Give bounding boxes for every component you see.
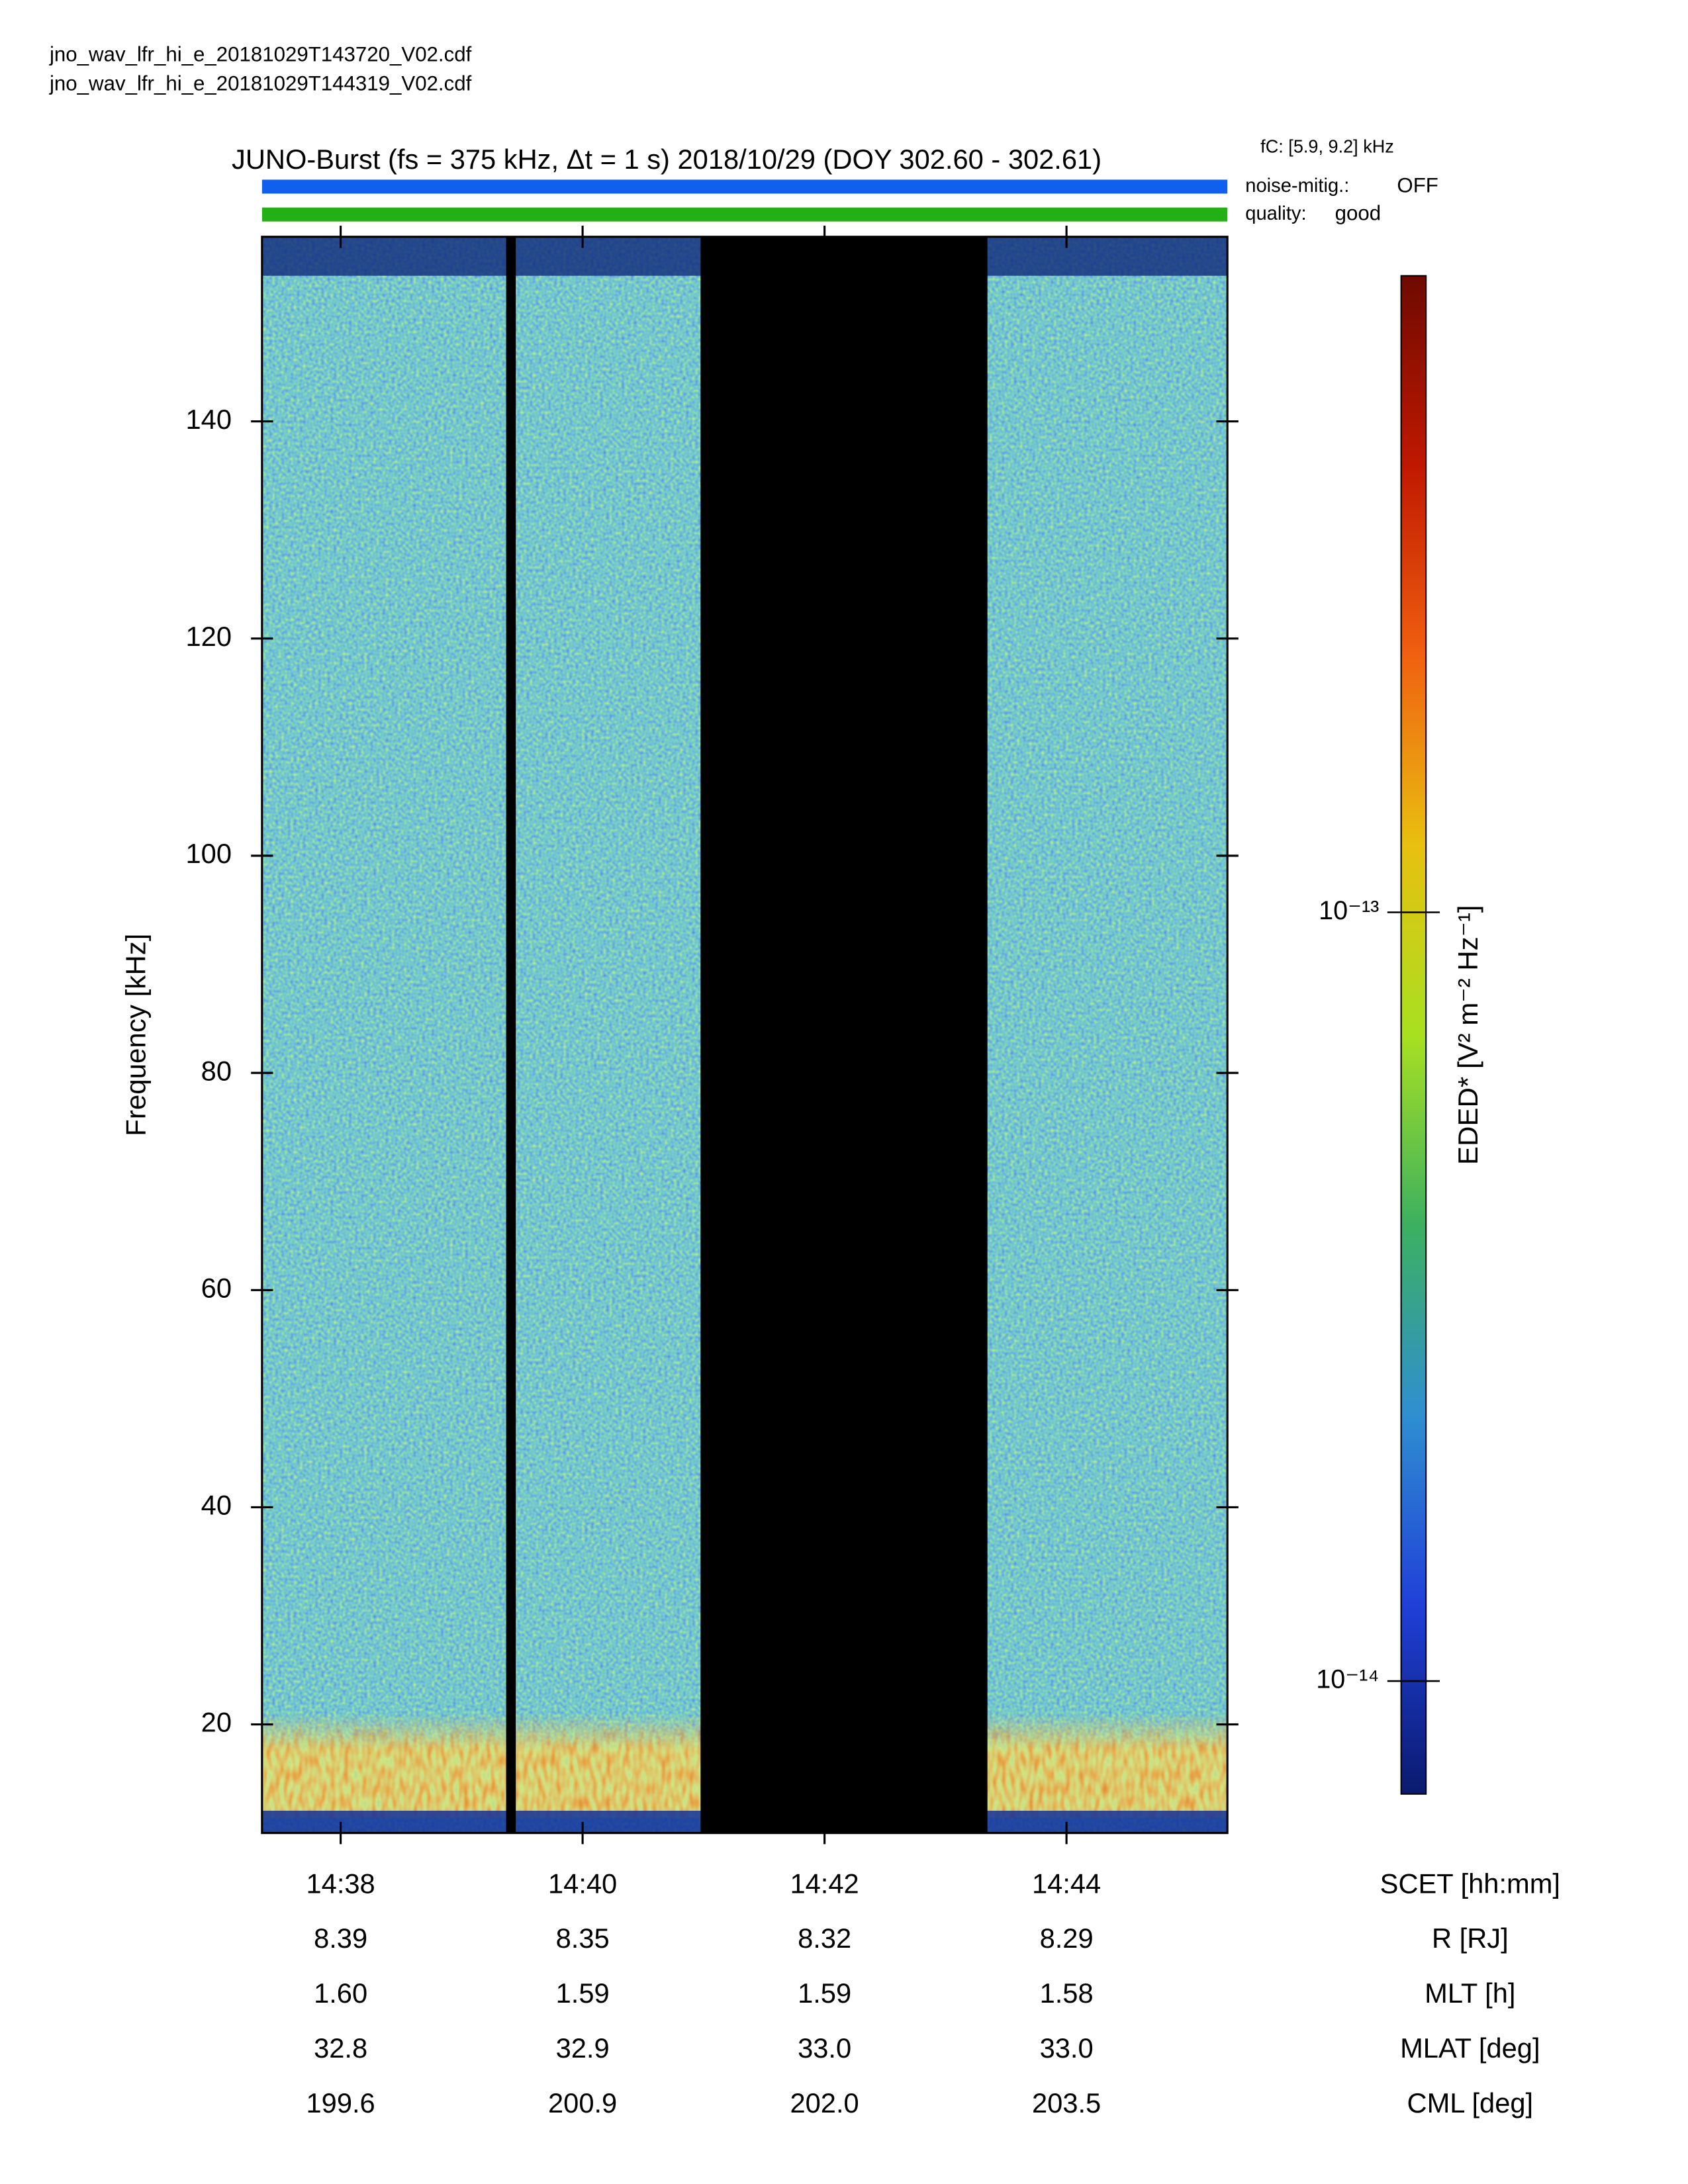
plot-frame <box>261 236 1229 1835</box>
file-name: jno_wav_lfr_hi_e_20181029T143720_V02.cdf <box>49 42 472 66</box>
status-name: quality: <box>1245 203 1306 224</box>
data-gap <box>506 236 516 1833</box>
ephemeris-value: 1.59 <box>556 1978 610 2009</box>
x-tick-label: 14:44 <box>1032 1868 1101 1899</box>
ephemeris-value: 32.9 <box>556 2032 610 2064</box>
ephemeris-label: MLAT [deg] <box>1400 2032 1540 2064</box>
ephemeris-value: 1.58 <box>1040 1978 1094 2009</box>
ephemeris-label: MLT [h] <box>1425 1978 1515 2009</box>
colorbar-tick-label: 10⁻¹³ <box>1319 896 1379 925</box>
ephemeris-value: 8.32 <box>798 1923 851 1954</box>
colorbar: 10⁻¹⁴ 10⁻¹³ EDED* [V² m⁻² Hz⁻¹] <box>1316 275 1483 1795</box>
y-tick-label: 40 <box>201 1489 232 1520</box>
status-value: OFF <box>1397 173 1438 197</box>
colorbar-tick-label: 10⁻¹⁴ <box>1316 1664 1379 1694</box>
status-value: good <box>1335 201 1381 224</box>
ephemeris-value: 202.0 <box>790 2087 859 2118</box>
x-axis-label: SCET [hh:mm] <box>1380 1868 1560 1899</box>
y-tick-label: 140 <box>186 404 232 435</box>
y-tick-label: 80 <box>201 1055 232 1086</box>
status-name: noise-mitig.: <box>1245 175 1349 197</box>
colorbar-label: EDED* [V² m⁻² Hz⁻¹] <box>1452 905 1483 1165</box>
chart-title: JUNO-Burst (fs = 375 kHz, Δt = 1 s) 2018… <box>232 144 1102 175</box>
status-bar <box>261 207 1228 222</box>
x-tick-label: 14:42 <box>790 1868 859 1899</box>
ephemeris-value: 8.39 <box>314 1923 367 1954</box>
ephemeris-value: 8.35 <box>556 1923 610 1954</box>
fc-label: fC: [5.9, 9.2] kHz <box>1260 136 1394 156</box>
ephemeris-value: 203.5 <box>1032 2087 1101 2118</box>
y-axis-label: Frequency [kHz] <box>120 934 152 1136</box>
data-gap <box>700 236 988 1833</box>
ephemeris-value: 1.59 <box>798 1978 851 2009</box>
x-tick-label: 14:38 <box>306 1868 375 1899</box>
status-bar <box>261 179 1228 194</box>
ephemeris-value: 1.60 <box>314 1978 367 2009</box>
ephemeris-value: 32.8 <box>314 2032 367 2064</box>
ephemeris-label: R [RJ] <box>1432 1923 1509 1954</box>
ephemeris-value: 8.29 <box>1040 1923 1094 1954</box>
header: jno_wav_lfr_hi_e_20181029T143720_V02.cdf… <box>49 42 1394 175</box>
y-tick-label: 120 <box>186 621 232 652</box>
ephemeris-value: 200.9 <box>548 2087 617 2118</box>
ephemeris-label: CML [deg] <box>1407 2087 1534 2118</box>
y-tick-label: 20 <box>201 1706 232 1737</box>
x-tick-label: 14:40 <box>548 1868 617 1899</box>
y-tick-label: 60 <box>201 1272 232 1303</box>
spectrogram <box>261 236 1229 1835</box>
ephemeris-value: 33.0 <box>1040 2032 1094 2064</box>
ephemeris-value: 33.0 <box>798 2032 851 2064</box>
file-name: jno_wav_lfr_hi_e_20181029T144319_V02.cdf <box>49 72 472 95</box>
colorbar-ramp <box>1400 275 1427 1795</box>
ephemeris-value: 199.6 <box>306 2087 375 2118</box>
y-tick-label: 100 <box>186 838 232 869</box>
